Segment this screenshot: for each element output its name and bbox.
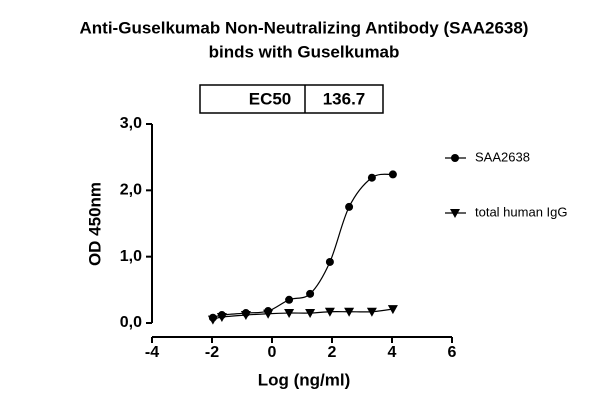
point	[325, 257, 334, 266]
y-tick-label: 2,0	[120, 182, 142, 199]
x-axis-label: Log (ng/ml)	[258, 370, 351, 389]
point	[305, 309, 316, 319]
point	[324, 307, 335, 317]
legend-label: SAA2638	[475, 149, 530, 164]
point	[366, 307, 377, 317]
point	[306, 289, 315, 298]
point	[388, 170, 397, 179]
ec50-value: 136.7	[323, 89, 366, 108]
fit-line	[212, 308, 393, 321]
point	[207, 315, 218, 325]
y-tick-label: 1,0	[120, 248, 142, 265]
ec50-box	[199, 84, 384, 114]
chart-title: Anti-Guselkumab Non-Neutralizing Antibod…	[80, 18, 529, 37]
y-axis-label: OD 450nm	[85, 182, 104, 266]
point	[284, 309, 295, 319]
x-tick-label: 2	[328, 344, 337, 361]
y-tick-label: 0,0	[120, 314, 142, 331]
legend-marker	[450, 209, 460, 218]
point	[367, 173, 376, 182]
legend-marker	[451, 154, 459, 162]
point	[387, 305, 398, 315]
legend-label: total human IgG	[475, 204, 568, 219]
point	[285, 295, 294, 304]
point	[344, 307, 355, 317]
fit-line	[212, 173, 393, 319]
x-tick-label: 0	[268, 344, 277, 361]
point	[345, 202, 354, 211]
point	[240, 311, 251, 321]
y-tick-label: 3,0	[120, 115, 142, 132]
x-tick-label: 4	[388, 344, 397, 361]
chart-title: binds with Guselkumab	[209, 42, 400, 61]
x-tick-label: -4	[145, 344, 159, 361]
x-tick-label: 6	[448, 344, 457, 361]
x-tick-label: -2	[205, 344, 219, 361]
ec50-label: EC50	[249, 89, 292, 108]
point	[216, 313, 227, 323]
point	[263, 309, 274, 319]
